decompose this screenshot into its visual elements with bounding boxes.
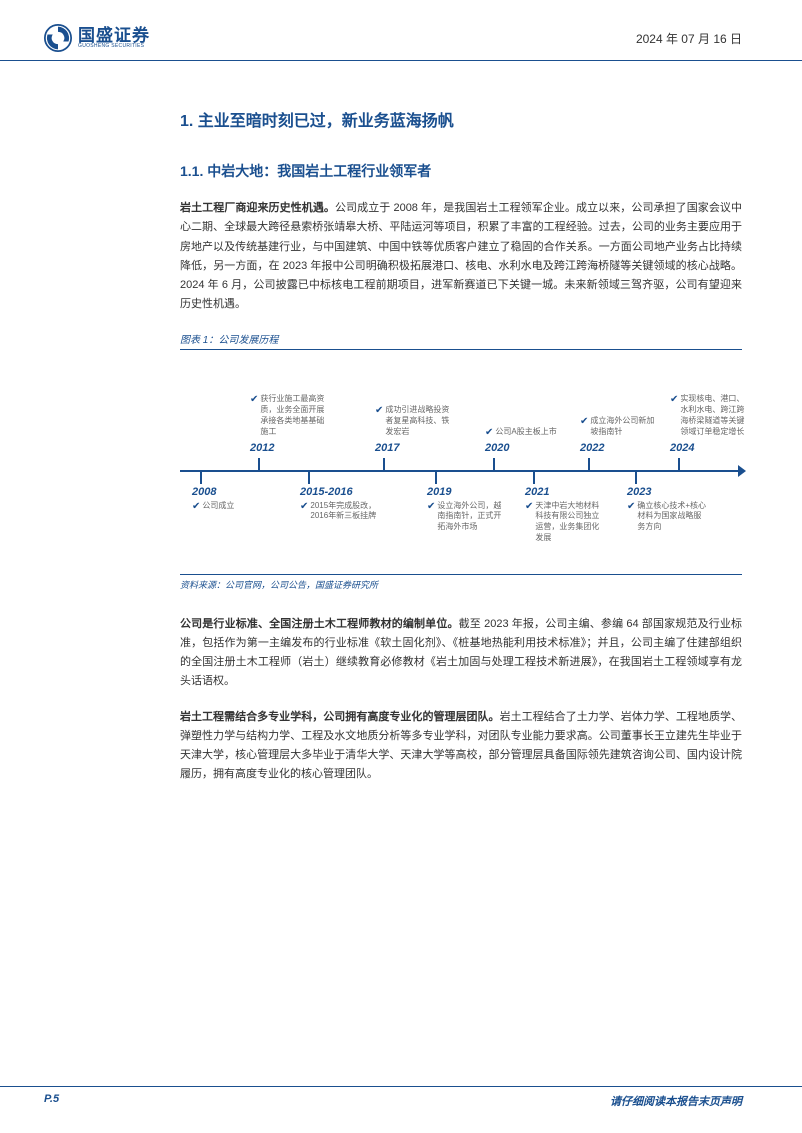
page-footer: P.5 请仔细阅读本报告末页声明 [0,1086,802,1109]
timeline-tick [308,472,310,484]
timeline-desc: 确立核心技术+核心材料为国家战略服务方向 [637,501,707,533]
page-number: P.5 [44,1093,59,1109]
timeline-year: 2022 [580,442,660,454]
timeline-axis [180,470,742,472]
timeline-event-bottom: 2019 ✔设立海外公司，越南指南针，正式开拓海外市场 [427,484,507,533]
timeline-event-top: ✔成功引进战略投资者复星高科技、铁发宏岩 2017 [375,405,455,455]
timeline-year: 2019 [427,486,507,498]
main-content: 1. 主业至暗时刻已过，新业务蓝海扬帆 1.1. 中岩大地：我国岩土工程行业领军… [0,61,802,785]
check-icon: ✔ [375,405,383,416]
timeline-desc: 成功引进战略投资者复星高科技、铁发宏岩 [385,405,455,437]
timeline-desc: 天津中岩大地材料科技有限公司独立运营，业务集团化发展 [535,501,605,544]
timeline-event-top: ✔公司A股主板上市 2020 [485,427,565,456]
timeline-tick [635,472,637,484]
timeline-year: 2020 [485,442,565,454]
timeline-tick [533,472,535,484]
check-icon: ✔ [427,501,435,512]
check-icon: ✔ [300,501,308,512]
timeline-tick [493,458,495,470]
check-icon: ✔ [627,501,635,512]
company-name-en: GUOSHENG SECURITIES [78,44,150,49]
report-date: 2024 年 07 月 16 日 [636,30,742,47]
logo: 国盛证券 GUOSHENG SECURITIES [44,24,150,52]
check-icon: ✔ [580,416,588,427]
timeline-chart: ✔获行业施工最高资质，业务全面开展承接各类地基基础施工2012✔成功引进战略投资… [180,352,742,572]
timeline-desc: 2015年完成股改，2016年新三板挂牌 [310,501,380,523]
paragraph-3-lead: 岩土工程需结合多专业学科，公司拥有高度专业化的管理层团队。 [180,711,500,723]
timeline-tick [435,472,437,484]
timeline-desc: 实现核电、港口、水利水电、跨江跨海桥梁隧道等关键领域订单稳定增长 [680,394,750,437]
paragraph-3: 岩土工程需结合多专业学科，公司拥有高度专业化的管理层团队。岩土工程结合了土力学、… [180,708,742,785]
footer-disclaimer: 请仔细阅读本报告末页声明 [610,1093,742,1109]
figure-1-title: 图表 1：公司发展历程 [180,331,742,350]
paragraph-2-lead: 公司是行业标准、全国注册土木工程师教材的编制单位。 [180,618,459,630]
timeline-event-top: ✔获行业施工最高资质，业务全面开展承接各类地基基础施工 2012 [250,394,330,455]
section-heading-1: 1. 主业至暗时刻已过，新业务蓝海扬帆 [180,107,742,131]
timeline-arrow-icon [738,465,746,477]
page-header: 国盛证券 GUOSHENG SECURITIES 2024 年 07 月 16 … [0,0,802,61]
figure-1-source: 资料来源：公司官网，公司公告，国盛证券研究所 [180,574,742,591]
timeline-tick [200,472,202,484]
check-icon: ✔ [192,501,200,512]
check-icon: ✔ [250,394,258,405]
timeline-event-bottom: 2023 ✔确立核心技术+核心材料为国家战略服务方向 [627,484,707,533]
timeline-year: 2017 [375,442,455,454]
timeline-year: 2024 [670,442,750,454]
timeline-desc: 公司成立 [202,501,234,512]
timeline-year: 2023 [627,486,707,498]
timeline-year: 2012 [250,442,330,454]
timeline-year: 2021 [525,486,605,498]
paragraph-1-lead: 岩土工程厂商迎来历史性机遇。 [180,202,335,214]
timeline-tick [383,458,385,470]
timeline-year: 2015-2016 [300,486,380,498]
timeline-event-bottom: 2021 ✔天津中岩大地材料科技有限公司独立运营，业务集团化发展 [525,484,605,544]
timeline-desc: 成立海外公司新加坡指南针 [590,416,660,438]
timeline-event-top: ✔实现核电、港口、水利水电、跨江跨海桥梁隧道等关键领域订单稳定增长 2024 [670,394,750,455]
timeline-tick [588,458,590,470]
logo-text: 国盛证券 GUOSHENG SECURITIES [78,27,150,49]
timeline-tick [258,458,260,470]
timeline-desc: 设立海外公司，越南指南针，正式开拓海外市场 [437,501,507,533]
timeline-event-bottom: 2015-2016 ✔2015年完成股改，2016年新三板挂牌 [300,484,380,523]
section-heading-1-1: 1.1. 中岩大地：我国岩土工程行业领军者 [180,161,742,181]
check-icon: ✔ [670,394,678,405]
timeline-event-bottom: 2008 ✔公司成立 [192,484,272,512]
timeline-event-top: ✔成立海外公司新加坡指南针 2022 [580,416,660,456]
paragraph-1: 岩土工程厂商迎来历史性机遇。公司成立于 2008 年，是我国岩土工程领军企业。成… [180,199,742,315]
timeline-tick [678,458,680,470]
check-icon: ✔ [485,427,493,438]
timeline-desc: 公司A股主板上市 [495,427,556,438]
company-name-cn: 国盛证券 [78,27,150,44]
check-icon: ✔ [525,501,533,512]
paragraph-1-body: 公司成立于 2008 年，是我国岩土工程领军企业。成立以来，公司承担了国家会议中… [180,202,742,310]
company-logo-icon [44,24,72,52]
timeline-year: 2008 [192,486,272,498]
timeline-desc: 获行业施工最高资质，业务全面开展承接各类地基基础施工 [260,394,330,437]
paragraph-2: 公司是行业标准、全国注册土木工程师教材的编制单位。截至 2023 年报，公司主编… [180,615,742,692]
